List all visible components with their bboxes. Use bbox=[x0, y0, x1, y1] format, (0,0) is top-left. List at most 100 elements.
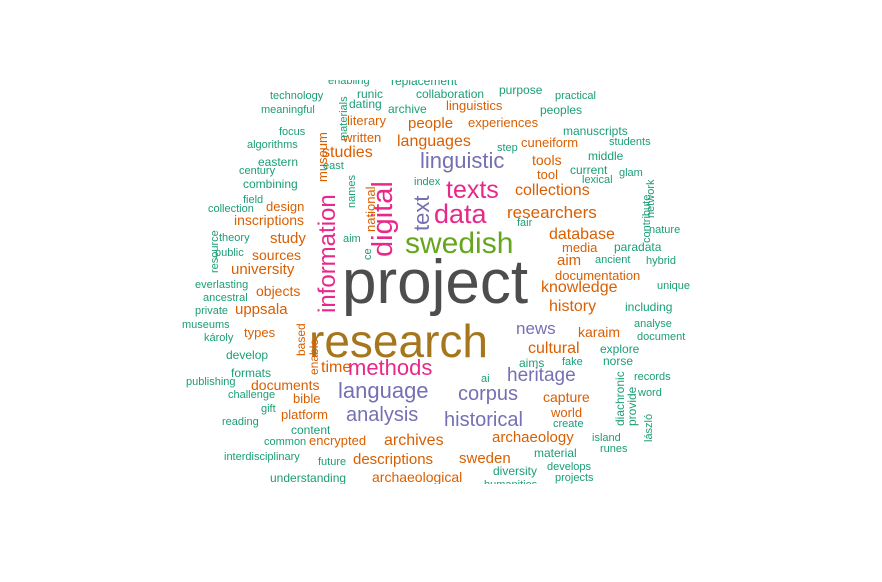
cloud-word: private bbox=[195, 305, 229, 317]
cloud-word: aim bbox=[343, 233, 361, 245]
cloud-word: dating bbox=[349, 97, 382, 111]
cloud-word: current bbox=[570, 163, 608, 177]
cloud-word: corpus bbox=[458, 383, 519, 405]
cloud-word: field bbox=[243, 194, 264, 206]
cloud-word: text bbox=[409, 195, 434, 231]
cloud-word: researchers bbox=[507, 203, 597, 222]
cloud-word: languages bbox=[397, 133, 471, 150]
cloud-word: database bbox=[549, 226, 615, 243]
cloud-word: knowledge bbox=[541, 279, 618, 296]
cloud-word: meaningful bbox=[261, 104, 315, 116]
cloud-word: focus bbox=[279, 126, 306, 138]
cloud-word: analysis bbox=[346, 404, 419, 426]
cloud-word: descriptions bbox=[353, 451, 434, 468]
cloud-word: runes bbox=[600, 443, 628, 455]
cloud-word: reading bbox=[222, 416, 259, 428]
cloud-word: sweden bbox=[459, 450, 511, 467]
cloud-word: design bbox=[266, 199, 305, 214]
cloud-word: fake bbox=[562, 356, 583, 368]
cloud-word: lászló bbox=[643, 413, 655, 442]
cloud-word: research bbox=[309, 315, 488, 367]
cloud-word: uppsala bbox=[235, 301, 288, 318]
cloud-word: develops bbox=[547, 461, 592, 473]
cloud-word: material bbox=[534, 446, 577, 460]
cloud-word: enable bbox=[307, 338, 321, 375]
cloud-word: publishing bbox=[186, 376, 236, 388]
cloud-word: encrypted bbox=[309, 433, 367, 448]
cloud-word: history bbox=[549, 298, 597, 315]
cloud-word: runic bbox=[357, 87, 384, 101]
cloud-word: aims bbox=[519, 356, 545, 370]
cloud-word: aim bbox=[557, 252, 582, 269]
cloud-word: step bbox=[497, 142, 518, 154]
cloud-word: media bbox=[562, 240, 598, 255]
cloud-word: documentation bbox=[555, 268, 641, 283]
cloud-word: archive bbox=[388, 102, 427, 116]
cloud-word: cultural bbox=[528, 340, 580, 357]
cloud-word: combining bbox=[243, 177, 298, 191]
cloud-word: provide bbox=[625, 386, 639, 426]
cloud-word: methods bbox=[348, 355, 433, 380]
cloud-word: including bbox=[625, 300, 673, 314]
cloud-word: word bbox=[638, 387, 662, 399]
cloud-word: world bbox=[551, 405, 583, 420]
cloud-word: index bbox=[414, 176, 441, 188]
cloud-word: document bbox=[637, 331, 686, 343]
cloud-word: content bbox=[291, 423, 331, 437]
cloud-word: century bbox=[239, 165, 276, 177]
cloud-word: museums bbox=[182, 319, 230, 331]
cloud-word: analyse bbox=[634, 318, 672, 330]
cloud-word: archaeological bbox=[372, 469, 463, 484]
cloud-word: bible bbox=[293, 391, 321, 406]
cloud-word: understanding bbox=[270, 471, 347, 484]
cloud-word: sources bbox=[252, 247, 302, 263]
cloud-word: hybrid bbox=[646, 255, 676, 267]
cloud-word: purpose bbox=[499, 83, 543, 97]
cloud-word: time bbox=[321, 359, 352, 376]
cloud-word: manuscripts bbox=[563, 124, 628, 138]
cloud-word: nature bbox=[649, 224, 681, 236]
cloud-word: names bbox=[346, 174, 358, 208]
cloud-word: heritage bbox=[507, 365, 576, 386]
cloud-word: study bbox=[270, 230, 306, 247]
cloud-word: documents bbox=[251, 377, 320, 393]
cloud-word: archives bbox=[384, 432, 444, 449]
cloud-word: capture bbox=[543, 389, 590, 405]
cloud-word: information bbox=[314, 194, 341, 313]
cloud-word: practical bbox=[555, 90, 596, 102]
cloud-word: interdisciplinary bbox=[224, 451, 300, 463]
cloud-word: fair bbox=[517, 217, 533, 229]
cloud-word: humanities bbox=[484, 480, 537, 485]
cloud-word: lexical bbox=[582, 174, 613, 186]
cloud-word: diversity bbox=[493, 464, 538, 478]
cloud-word: norse bbox=[603, 354, 634, 368]
cloud-word: types bbox=[244, 325, 276, 340]
cloud-word: ai bbox=[481, 373, 490, 385]
cloud-word: national bbox=[363, 186, 378, 232]
cloud-word: collections bbox=[515, 182, 590, 199]
cloud-word: university bbox=[231, 261, 295, 278]
cloud-word: east bbox=[323, 160, 344, 172]
cloud-word: everlasting bbox=[195, 279, 249, 291]
cloud-word: tools bbox=[532, 152, 562, 168]
cloud-word: enabling bbox=[328, 80, 370, 87]
cloud-word: cuneiform bbox=[521, 135, 579, 150]
cloud-word: platform bbox=[281, 407, 328, 422]
cloud-word: formats bbox=[231, 366, 272, 380]
cloud-word: technology bbox=[270, 90, 324, 102]
cloud-word: literary bbox=[347, 113, 387, 128]
cloud-word: materials bbox=[338, 96, 350, 141]
cloud-word: explore bbox=[600, 342, 640, 356]
cloud-word: algorithms bbox=[247, 139, 298, 151]
cloud-word: future bbox=[318, 456, 347, 468]
cloud-word: historical bbox=[444, 409, 523, 431]
cloud-word: people bbox=[408, 115, 454, 132]
cloud-word: based bbox=[294, 323, 308, 356]
cloud-word: news bbox=[516, 319, 556, 338]
cloud-word: gift bbox=[261, 403, 276, 415]
cloud-word: inscriptions bbox=[234, 212, 305, 228]
cloud-word: data bbox=[434, 199, 487, 229]
cloud-word: language bbox=[338, 378, 429, 403]
cloud-word: glam bbox=[619, 167, 643, 179]
